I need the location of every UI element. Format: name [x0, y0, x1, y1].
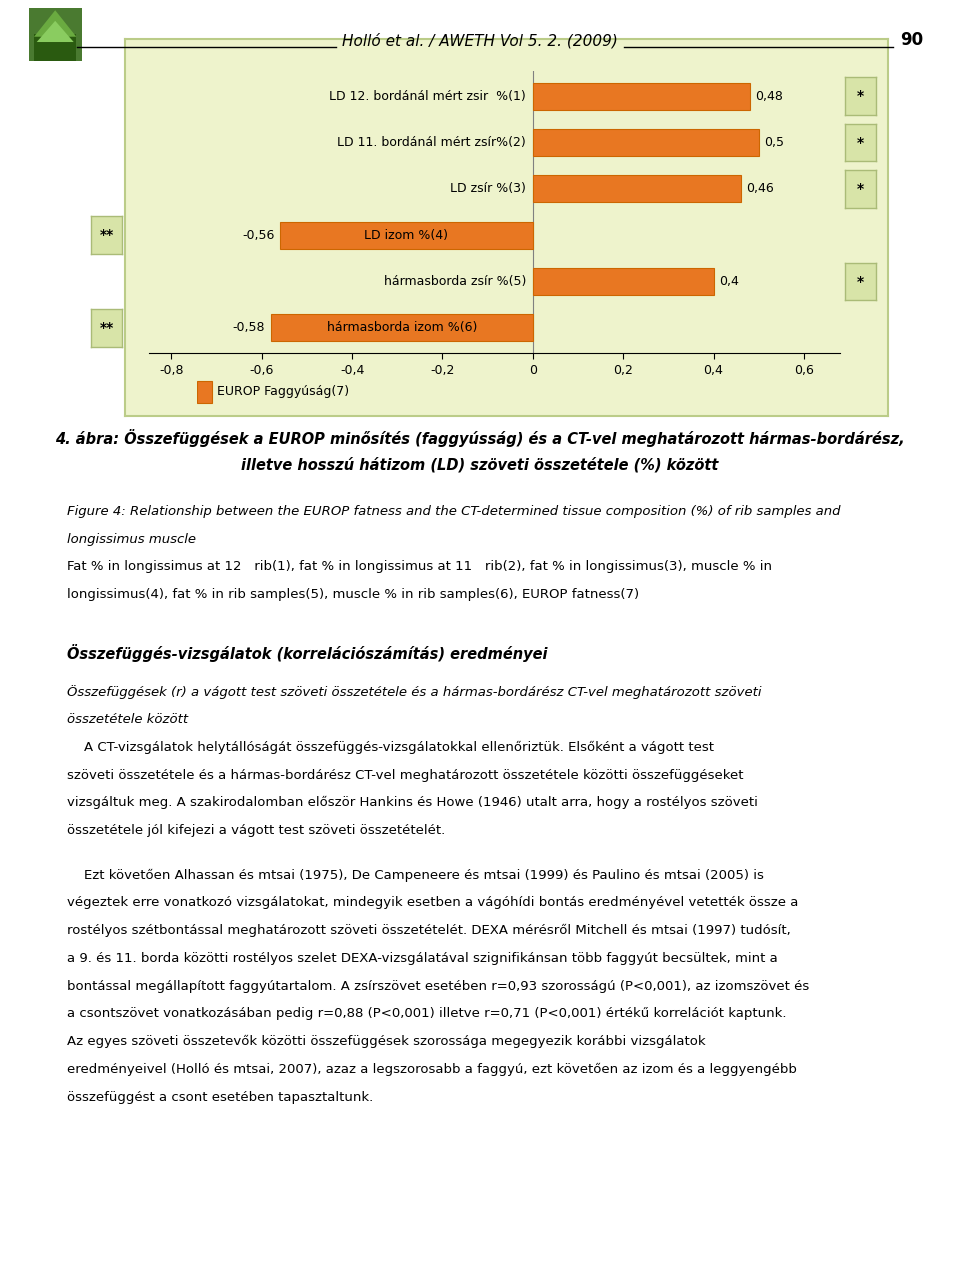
Bar [533, 129, 758, 156]
Text: a csontszövet vonatkozásában pedig r=0,88 (P<0,001) illetve r=0,71 (P<0,001) ért: a csontszövet vonatkozásában pedig r=0,8… [67, 1007, 786, 1021]
Text: EUROP Faggyúság(7): EUROP Faggyúság(7) [217, 385, 349, 399]
Text: szöveti összetétele és a hármas-bordárész CT-vel meghatározott összetétele közöt: szöveti összetétele és a hármas-bordárés… [67, 769, 744, 781]
Text: a 9. és 11. borda közötti rostélyos szelet DEXA-vizsgálatával szignifikánsan töb: a 9. és 11. borda közötti rostélyos szel… [67, 952, 778, 965]
Text: végeztek erre vonatkozó vizsgálatokat, mindegyik esetben a vágóhídi bontás eredm: végeztek erre vonatkozó vizsgálatokat, m… [67, 896, 799, 910]
Bar [279, 222, 533, 249]
Text: rostélyos szétbontással meghatározott szöveti összetételét. DEXA mérésről Mitche: rostélyos szétbontással meghatározott sz… [67, 924, 791, 938]
Text: longissimus muscle: longissimus muscle [67, 533, 196, 545]
Text: illetve hosszú hátizom (LD) szöveti összetétele (%) között: illetve hosszú hátizom (LD) szöveti össz… [241, 457, 719, 472]
Text: LD 11. bordánál mért zsír%(2): LD 11. bordánál mért zsír%(2) [337, 136, 526, 149]
Text: Az egyes szöveti összetevők közötti összefüggések szorossága megegyezik korábbi : Az egyes szöveti összetevők közötti össz… [67, 1035, 706, 1049]
Text: *: * [856, 90, 864, 103]
Text: összetétele jól kifejezi a vágott test szöveti összetételét.: összetétele jól kifejezi a vágott test s… [67, 824, 445, 837]
Text: LD zsír %(3): LD zsír %(3) [450, 182, 526, 196]
Text: Figure 4: Relationship between the EUROP fatness and the CT-determined tissue co: Figure 4: Relationship between the EUROP… [67, 505, 841, 517]
Text: LD 12. bordánál mért zsir  %(1): LD 12. bordánál mért zsir %(1) [329, 90, 526, 102]
Text: longissimus(4), fat % in rib samples(5), muscle % in rib samples(6), EUROP fatne: longissimus(4), fat % in rib samples(5),… [67, 588, 639, 601]
Text: 0,5: 0,5 [764, 136, 784, 149]
Text: eredményeivel (Holló és mtsai, 2007), azaz a legszorosabb a faggyú, ezt követően: eredményeivel (Holló és mtsai, 2007), az… [67, 1063, 797, 1076]
Bar [533, 268, 713, 295]
Text: hármasborda zsír %(5): hármasborda zsír %(5) [384, 275, 526, 288]
Text: -0,58: -0,58 [233, 322, 265, 334]
Text: hármasborda izom %(6): hármasborda izom %(6) [326, 322, 477, 334]
Text: 90: 90 [900, 32, 924, 49]
Text: Holló et al. / AWETH Vol 5. 2. (2009): Holló et al. / AWETH Vol 5. 2. (2009) [342, 33, 618, 48]
Text: **: ** [100, 321, 113, 334]
Bar [271, 314, 533, 341]
Text: Ezt követően Alhassan és mtsai (1975), De Campeneere és mtsai (1999) és Paulino : Ezt követően Alhassan és mtsai (1975), D… [67, 868, 764, 882]
Text: *: * [856, 275, 864, 289]
Text: 4. ábra: Összefüggések a EUROP minősítés (faggyússág) és a CT-vel meghatározott : 4. ábra: Összefüggések a EUROP minősítés… [55, 429, 905, 447]
Text: *: * [856, 182, 864, 196]
Text: -0,56: -0,56 [242, 228, 275, 242]
Text: vizsgáltuk meg. A szakirodalomban először Hankins és Howe (1946) utalt arra, hog: vizsgáltuk meg. A szakirodalomban előszö… [67, 796, 758, 809]
Text: összetétele között: összetétele között [67, 713, 188, 726]
Text: 0,48: 0,48 [756, 90, 783, 102]
Text: **: ** [100, 228, 113, 242]
Text: Fat % in longissimus at 12   rib(1), fat % in longissimus at 11   rib(2), fat % : Fat % in longissimus at 12 rib(1), fat %… [67, 560, 772, 573]
Polygon shape [35, 10, 76, 37]
Text: LD izom %(4): LD izom %(4) [364, 228, 448, 242]
Text: Összefüggések (r) a vágott test szöveti összetétele és a hármas-bordárész CT-vel: Összefüggések (r) a vágott test szöveti … [67, 685, 761, 699]
Text: A CT-vizsgálatok helytállóságát összefüggés-vizsgálatokkal ellenőriztük. Elsőkén: A CT-vizsgálatok helytállóságát összefüg… [67, 741, 714, 753]
Bar [35, 34, 76, 61]
Text: összefüggést a csont esetében tapasztaltunk.: összefüggést a csont esetében tapasztalt… [67, 1090, 373, 1104]
Text: 0,46: 0,46 [746, 182, 774, 196]
Text: *: * [856, 135, 864, 149]
Text: bontással megállapított faggyútartalom. A zsírszövet esetében r=0,93 szorosságú : bontással megállapított faggyútartalom. … [67, 979, 809, 993]
Text: 0,4: 0,4 [719, 275, 739, 288]
Bar [533, 83, 750, 110]
Bar [533, 175, 740, 202]
Bar [197, 381, 212, 403]
Text: Összefüggés-vizsgálatok (korrelációszámítás) eredményei: Összefüggés-vizsgálatok (korrelációszámí… [67, 644, 548, 661]
Polygon shape [36, 21, 74, 42]
